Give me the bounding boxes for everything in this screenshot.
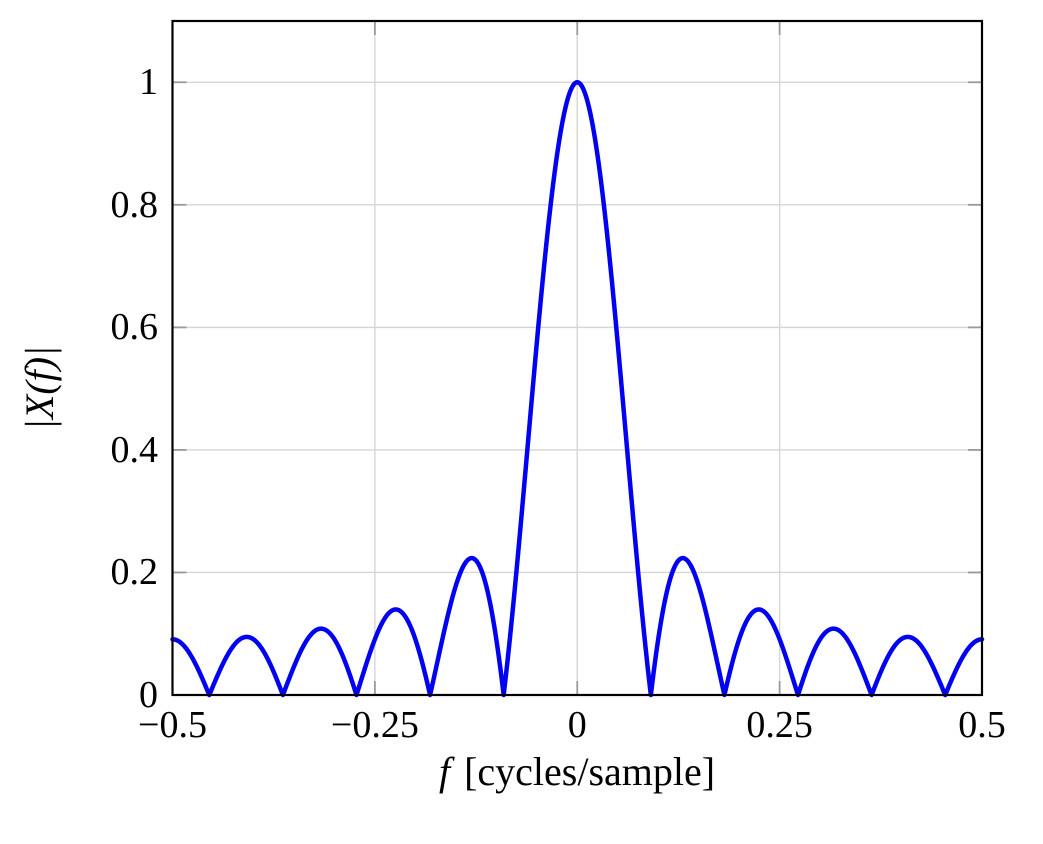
y-tick-label: 0.4 <box>110 428 159 471</box>
gridlines <box>171 21 983 696</box>
y-tick-label: 1 <box>139 61 158 104</box>
x-tick-label: −0.25 <box>330 704 419 746</box>
x-tick-label: −0.5 <box>138 704 207 746</box>
y-tick-label: 0.8 <box>110 183 159 226</box>
x-axis-symbol: f <box>438 749 451 794</box>
y-tick-label: 0.6 <box>110 306 159 349</box>
y-tick-label: 0 <box>139 674 158 716</box>
dirichlet-kernel-curve <box>170 80 985 698</box>
plot-border <box>171 19 984 697</box>
y-axis-label: |X(f)| <box>17 345 62 431</box>
x-tick-label: 0.25 <box>746 704 813 746</box>
x-tick-label: 0 <box>567 704 587 746</box>
x-tick-label: 0.5 <box>958 704 1006 746</box>
x-axis-unit: [cycles/sample] <box>464 749 716 794</box>
x-axis-label: f [cycles/sample] <box>439 752 715 792</box>
y-tick-label: 0.2 <box>110 551 159 594</box>
